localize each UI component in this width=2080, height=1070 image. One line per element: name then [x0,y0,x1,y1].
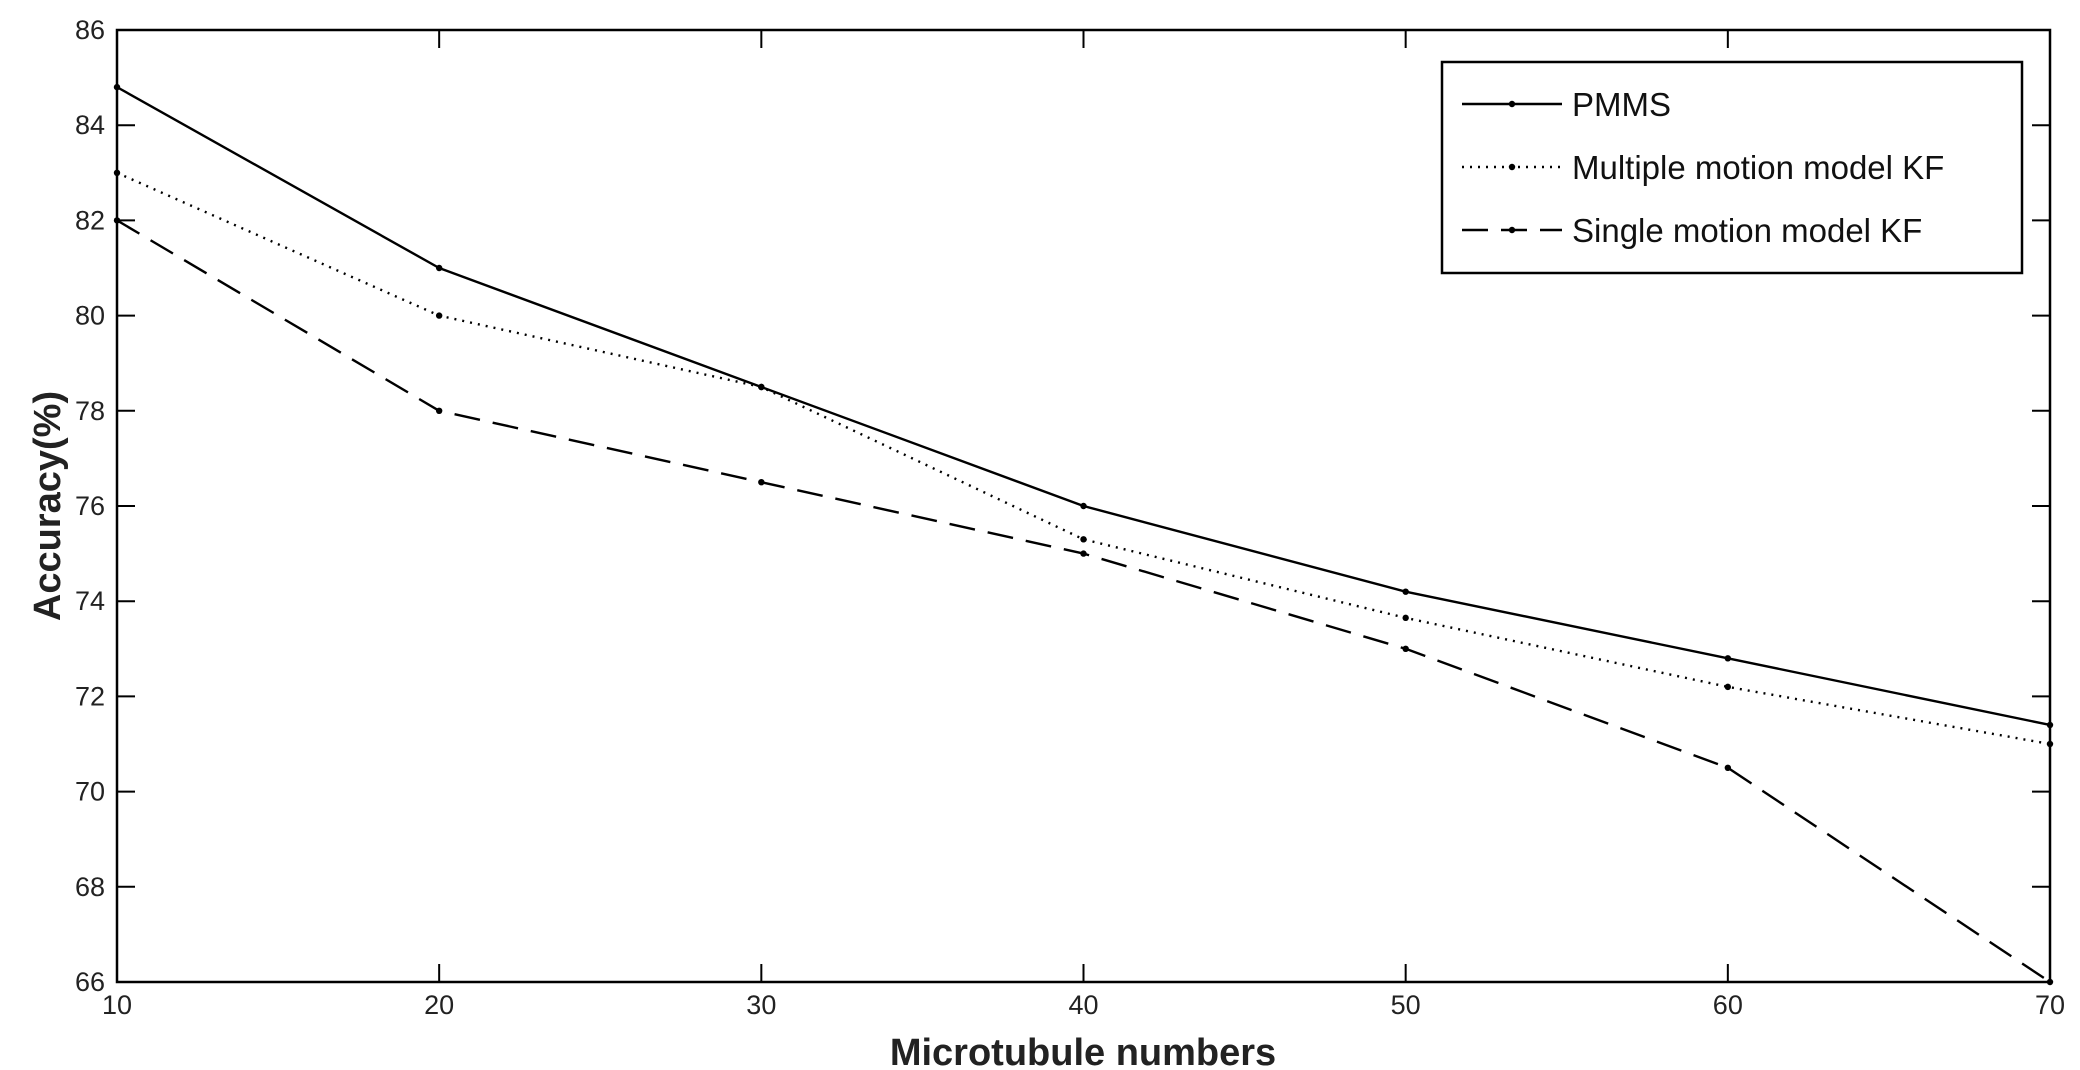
data-point-pmms [1402,588,1409,595]
data-point-multiple-motion-model-kf [1402,614,1409,622]
data-point-single-motion-model-kf [113,217,121,224]
y-tick-label: 74 [75,586,105,616]
data-point-multiple-motion-model-kf [758,383,765,391]
data-point-multiple-motion-model-kf [1724,683,1732,691]
legend-label-multiple-motion-model-kf: Multiple motion model KF [1572,149,1944,186]
x-tick-label: 50 [1391,990,1421,1020]
data-point-multiple-motion-model-kf [2046,740,2054,748]
y-tick-label: 82 [75,205,105,235]
series-line-single-motion-model-kf [116,219,2051,983]
legend-label-pmms: PMMS [1572,86,1671,123]
y-tick-label: 66 [75,967,105,997]
data-point-multiple-motion-model-kf [435,312,443,319]
data-point-pmms [435,264,443,272]
data-point-multiple-motion-model-kf [1080,536,1087,543]
data-point-single-motion-model-kf [2046,978,2054,986]
y-tick-label: 70 [75,777,105,807]
legend-label-single-motion-model-kf: Single motion model KF [1572,212,1922,249]
y-tick-label: 72 [75,681,105,711]
y-axis-ticks: 66 68 70 72 74 76 78 80 82 84 86 [75,15,2050,997]
data-series [113,83,2054,986]
data-point-pmms [1080,502,1087,510]
x-tick-label: 30 [746,990,776,1020]
data-point-single-motion-model-kf [1402,645,1409,652]
y-tick-label: 68 [75,872,105,902]
legend-items: PMMS Multiple motion model KF Single motio… [1462,86,1944,249]
y-tick-label: 84 [75,110,105,140]
data-point-pmms [1724,655,1732,662]
data-point-single-motion-model-kf [1724,764,1732,771]
data-point-pmms [2046,721,2054,729]
data-point-pmms [113,83,121,91]
x-tick-label: 60 [1713,990,1743,1020]
data-point-multiple-motion-model-kf [113,169,121,176]
legend: PMMS Multiple motion model KF Single motio… [1440,60,2024,275]
y-tick-label: 80 [75,301,105,331]
data-point-single-motion-model-kf [1080,550,1087,557]
y-tick-label: 86 [75,15,105,45]
legend-box [1440,60,2024,275]
y-tick-label: 76 [75,491,105,521]
x-axis-title: Microtubule numbers [890,1032,1276,1070]
legend-marker-multiple-motion-model-kf [1508,163,1516,171]
legend-marker-single-motion-model-kf [1508,226,1516,234]
y-tick-label: 78 [75,396,105,426]
y-axis-title: Accuracy(%) [27,391,69,621]
x-axis-ticks: 10 20 30 40 50 60 70 [102,30,2065,1020]
data-point-single-motion-model-kf [758,479,765,486]
x-tick-label: 40 [1068,990,1098,1020]
x-tick-label: 20 [424,990,454,1020]
data-point-single-motion-model-kf [435,407,443,414]
legend-marker-pmms [1508,100,1516,108]
x-tick-label: 70 [2035,990,2065,1020]
x-tick-label: 10 [102,990,132,1020]
